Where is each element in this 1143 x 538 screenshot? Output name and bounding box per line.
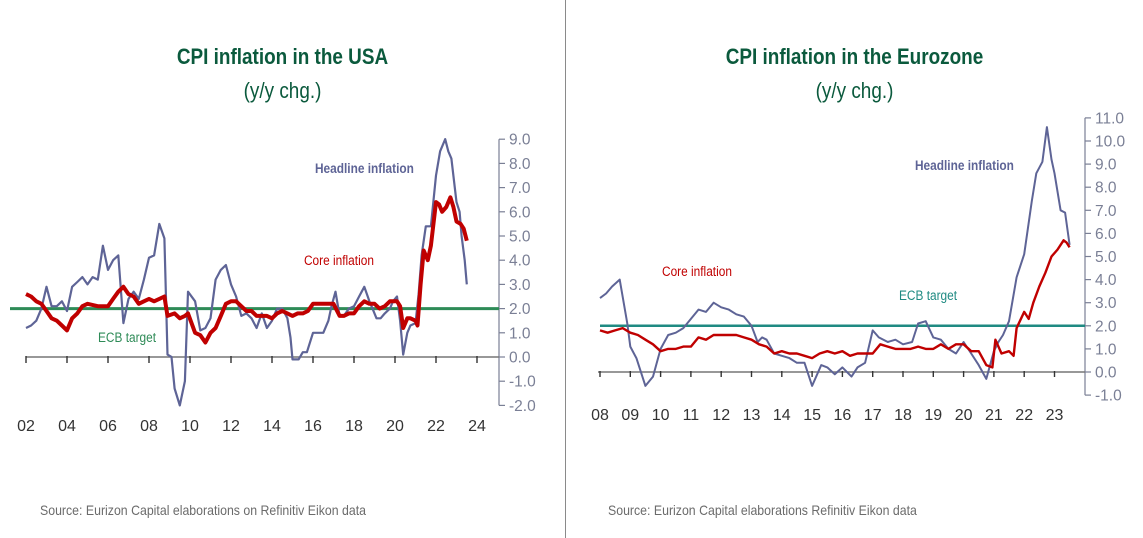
y-tick-label: -2.0 [509, 398, 536, 415]
x-tick-label: 24 [468, 418, 486, 435]
panel-divider [565, 0, 566, 538]
ez-chart-panel: CPI inflation in the Eurozone (y/y chg.)… [566, 0, 1143, 538]
headline-inflation-line [599, 126, 1071, 387]
y-tick-label: 11.0 [1095, 110, 1124, 127]
x-tick-label: 10 [652, 407, 670, 424]
us-chart-svg: 9.0 8.0 7.0 6.0 5.0 4.0 3.0 2.0 1.0 0.0 -1.0 -2.0 02… [10, 132, 536, 435]
x-tick-label: 20 [386, 418, 404, 435]
x-tick-label: 22 [1015, 407, 1033, 424]
x-tick-label: 12 [222, 418, 240, 435]
y-tick-label: 10.0 [1095, 134, 1126, 151]
x-tick-label: 16 [304, 418, 322, 435]
x-tick-label: 02 [17, 418, 35, 435]
us-chart-panel: CPI inflation in the USA (y/y chg.) 9.0 8… [0, 0, 565, 538]
y-tick-label: -1.0 [1095, 388, 1122, 405]
x-tick-label: 21 [985, 407, 1003, 424]
y-tick-label: 8.0 [1095, 180, 1117, 197]
core-annotation: Core inflation [304, 252, 374, 268]
y-tick-label: 7.0 [1095, 203, 1117, 220]
ecb-target-annotation: ECB target [98, 329, 156, 345]
y-tick-label: 3.0 [509, 277, 531, 294]
x-tick-label: 04 [58, 418, 76, 435]
x-tick-label: 23 [1046, 407, 1064, 424]
x-tick-label: 09 [621, 407, 639, 424]
x-tick-label: 14 [263, 418, 281, 435]
y-tick-label: 3.0 [1095, 295, 1117, 312]
y-tick-label: 2.0 [509, 301, 531, 318]
us-chart-subtitle: (y/y chg.) [243, 78, 322, 103]
y-tick-label: 4.0 [509, 253, 531, 270]
ez-chart-title: CPI inflation in the Eurozone [725, 44, 984, 69]
y-tick-label: 6.0 [1095, 226, 1117, 243]
x-tick-label: 16 [834, 407, 852, 424]
us-chart-title: CPI inflation in the USA [176, 44, 389, 69]
x-tick-label: 06 [99, 418, 117, 435]
core-annotation: Core inflation [662, 263, 732, 279]
x-tick-label: 08 [140, 418, 158, 435]
ez-chart-svg: 11.0 10.0 9.0 8.0 7.0 6.0 5.0 4.0 3.0 2.0 1.0 0.0 -1… [591, 110, 1126, 424]
headline-annotation: Headline inflation [915, 157, 1014, 173]
headline-annotation: Headline inflation [315, 160, 414, 176]
x-tick-label: 14 [773, 407, 791, 424]
x-tick-label: 17 [864, 407, 882, 424]
x-tick-label: 20 [955, 407, 973, 424]
x-tick-label: 08 [591, 407, 609, 424]
x-tick-label: 10 [181, 418, 199, 435]
us-chart-source: Source: Eurizon Capital elaborations on … [40, 502, 366, 518]
core-inflation-line [25, 195, 469, 345]
y-tick-label: 6.0 [509, 204, 531, 221]
y-tick-label: 2.0 [1095, 318, 1117, 335]
x-tick-label: 19 [924, 407, 942, 424]
y-tick-label: 9.0 [509, 132, 531, 149]
y-tick-label: 1.0 [1095, 341, 1117, 358]
x-tick-label: 15 [803, 407, 821, 424]
y-tick-label: 0.0 [509, 350, 531, 367]
x-tick-label: 18 [894, 407, 912, 424]
y-tick-label: 1.0 [509, 325, 531, 342]
y-tick-label: 7.0 [509, 180, 531, 197]
y-tick-label: 5.0 [509, 229, 531, 246]
x-tick-label: 18 [345, 418, 363, 435]
x-tick-label: 12 [712, 407, 730, 424]
headline-inflation-line [25, 138, 468, 407]
core-inflation-line [599, 239, 1071, 369]
y-tick-label: 9.0 [1095, 157, 1117, 174]
ez-chart-subtitle: (y/y chg.) [815, 78, 894, 103]
y-tick-label: 4.0 [1095, 272, 1117, 289]
y-tick-label: 0.0 [1095, 365, 1117, 382]
y-tick-label: -1.0 [509, 374, 536, 391]
x-tick-label: 22 [427, 418, 445, 435]
x-tick-label: 13 [743, 407, 761, 424]
y-tick-label: 5.0 [1095, 249, 1117, 266]
y-tick-label: 8.0 [509, 156, 531, 173]
ez-chart-source: Source: Eurizon Capital elaborations Ref… [608, 502, 917, 518]
ecb-target-annotation: ECB target [899, 287, 957, 303]
x-tick-label: 11 [683, 407, 700, 424]
